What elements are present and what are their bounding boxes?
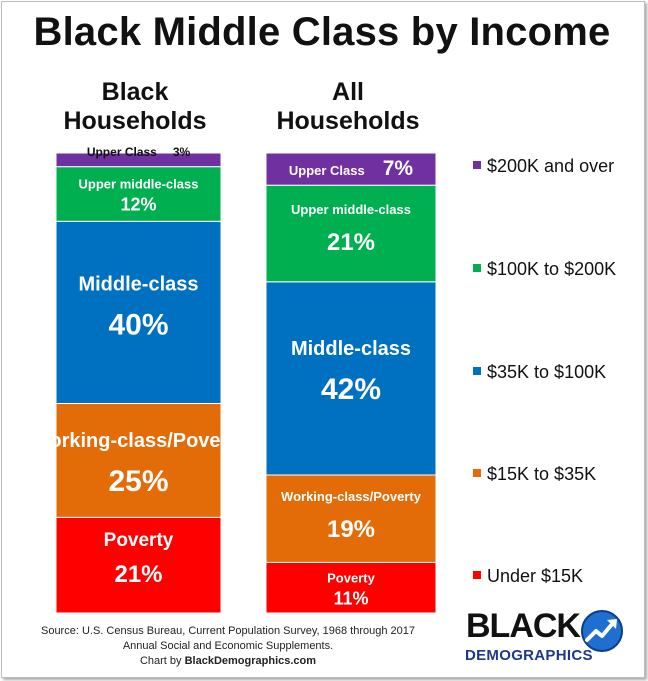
segment-name-label: Working-class/Poverty [31, 430, 247, 452]
segment-label: Upper Class 3% [87, 145, 191, 159]
segment-value-label: 12% [120, 195, 156, 215]
bar-segment-upper-class-all-households [265, 152, 437, 186]
black-demographics-logo: BLACK DEMOGRAPHICS [462, 607, 640, 669]
source-line: Annual Social and Economic Supplements. [122, 640, 334, 652]
segment-name-label: Upper Class [87, 145, 157, 159]
segment-name-label: Middle-class [291, 338, 411, 360]
column-title-line: Black [101, 78, 169, 106]
segment-label: Upper Class 7% [289, 157, 414, 180]
bar-segment-poverty-all-households [265, 561, 437, 614]
segment-name-label: Working-class/Poverty [281, 489, 422, 504]
bar-segment-working-class-poverty-all-households [265, 474, 437, 563]
column-title-all-households: All Households [253, 78, 443, 136]
segment-name-label: Upper middle-class [291, 202, 411, 217]
bar-segment-middle-class-all-households [265, 281, 437, 476]
bar-segment-upper-class-black-households [55, 152, 222, 168]
segment-value-label: 25% [108, 465, 168, 498]
credit-prefix: Chart by [139, 655, 185, 667]
segment-value-label: 21% [327, 229, 375, 256]
source-note: Source: U.S. Census Bureau, Current Popu… [18, 624, 438, 669]
segment-name-label: Upper Class [289, 163, 365, 178]
column-title-line: Households [276, 107, 420, 135]
segment-value-label: 19% [327, 516, 375, 543]
bar-segment-upper-middle-class-black-households [55, 166, 222, 222]
segment-name-label: Poverty [104, 530, 174, 551]
segment-name-label: Poverty [327, 571, 375, 586]
logo-word-demographics: DEMOGRAPHICS [465, 647, 593, 664]
segment-value-label: 3% [173, 145, 191, 159]
logo-word-black: BLACK [466, 607, 581, 645]
source-line: Source: U.S. Census Bureau, Current Popu… [40, 625, 416, 637]
bar-segment-poverty-black-households [55, 516, 222, 614]
segment-name-label: Middle-class [78, 274, 198, 296]
bar-segment-upper-middle-class-all-households [265, 184, 437, 283]
segment-value-label: 42% [321, 373, 381, 406]
segment-value-label: 21% [114, 561, 162, 588]
credit-site: BlackDemographics.com [184, 655, 317, 667]
bar-segment-working-class-poverty-black-households [55, 402, 222, 518]
trend-arrow-icon [581, 610, 623, 652]
chart-title: Black Middle Class by Income [33, 10, 611, 54]
column-title-line: Households [63, 107, 207, 135]
column-title-line: All [332, 78, 364, 106]
segment-name-label: Upper middle-class [79, 177, 199, 192]
bar-segment-middle-class-black-households [55, 220, 222, 404]
segment-value-label: 40% [108, 309, 168, 342]
column-title-black-households: Black Households [40, 78, 230, 136]
chart-credit: Chart by BlackDemographics.com [18, 654, 438, 669]
segment-value-label: 7% [383, 157, 414, 180]
segment-value-label: 11% [333, 589, 368, 609]
